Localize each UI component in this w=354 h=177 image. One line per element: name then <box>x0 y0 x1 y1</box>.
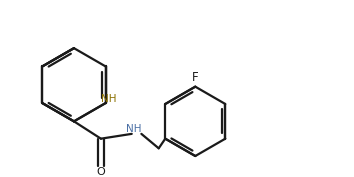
Text: NH: NH <box>101 94 116 104</box>
Text: F: F <box>192 71 199 84</box>
Text: O: O <box>97 167 105 177</box>
Text: NH: NH <box>126 124 141 134</box>
